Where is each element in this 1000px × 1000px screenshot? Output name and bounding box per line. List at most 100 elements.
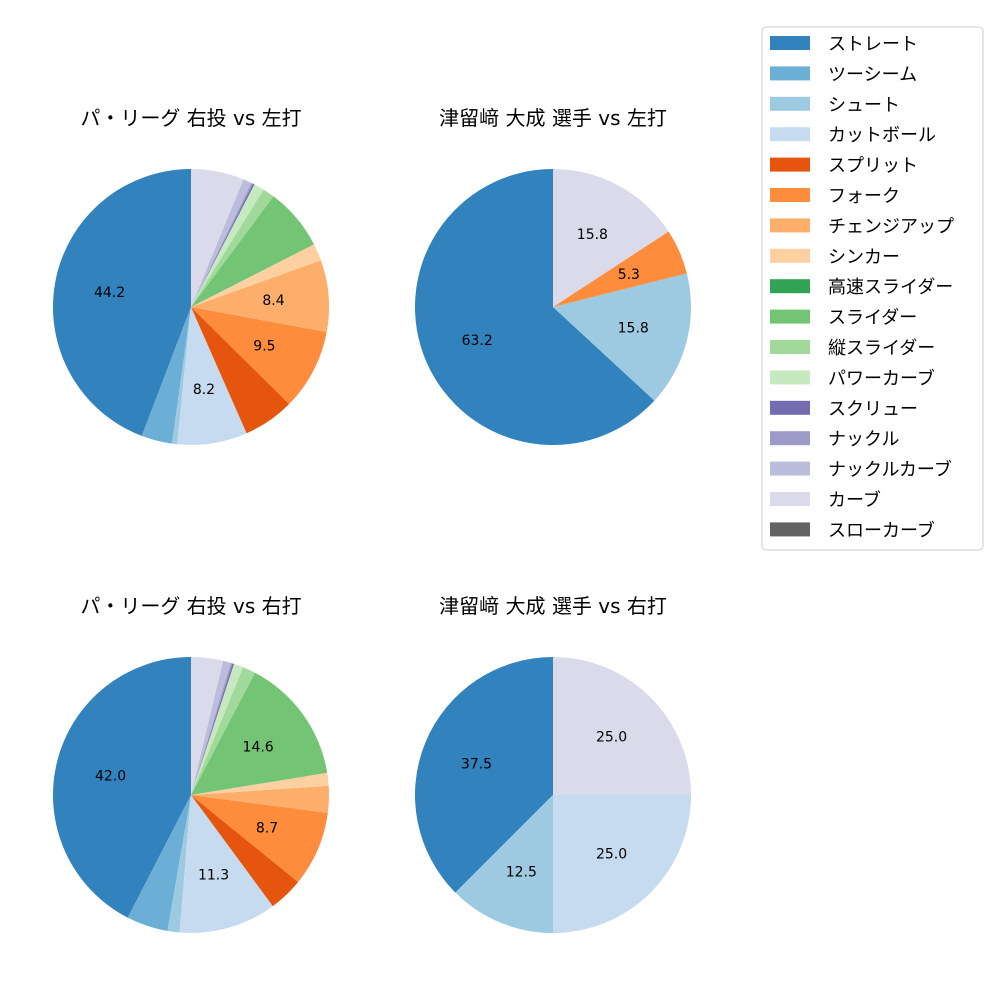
legend-label: スクリュー	[828, 399, 918, 420]
pie-chart-3: パ・リーグ 右投 vs 右打 42.0 11.3 8.7 14.6	[52, 594, 329, 933]
pie-slice-label: 37.5	[461, 756, 492, 772]
legend-swatch	[770, 309, 810, 324]
legend-label: スライダー	[828, 308, 917, 329]
pie-slice-label: 42.0	[95, 768, 126, 784]
pie-slice	[167, 795, 191, 933]
legend-swatch	[770, 400, 810, 415]
pie-slice	[191, 179, 252, 307]
pie-slice	[415, 169, 655, 445]
legend-label: カットボール	[828, 125, 936, 146]
pie-slice	[415, 657, 553, 893]
legend-label: シュート	[828, 95, 900, 116]
legend-label: 縦スライダー	[828, 338, 935, 359]
legend-label: ナックルカーブ	[828, 459, 952, 481]
pie-slice-label: 63.2	[462, 333, 493, 349]
pie-slice	[191, 672, 328, 795]
legend-swatch	[770, 218, 810, 233]
legend-items: ストレートツーシームシュートカットボールスプリットフォークチェンジアップシンカー…	[770, 34, 954, 541]
pie-slice-label: 25.0	[596, 847, 627, 863]
pie-title: パ・リーグ 右投 vs 左打	[80, 106, 301, 130]
pie-slice	[191, 663, 235, 795]
pie-slice-label: 25.0	[596, 729, 627, 745]
legend-label: ナックル	[828, 429, 899, 450]
legend-swatch	[770, 461, 810, 476]
pie-slice-label: 8.7	[256, 821, 278, 837]
legend-label: チェンジアップ	[828, 216, 954, 237]
pie-chart-1: パ・リーグ 右投 vs 左打 44.2 8.2 9.5 8.4	[52, 106, 329, 445]
legend-swatch	[770, 66, 810, 81]
legend-swatch	[770, 492, 810, 506]
pie-slice	[127, 795, 191, 931]
pie-slice	[191, 184, 264, 307]
pie-slice	[553, 273, 691, 401]
pie-slice	[553, 657, 691, 795]
pie-slice	[553, 795, 691, 933]
legend-swatch	[770, 36, 810, 50]
pie-slice-label: 15.8	[577, 227, 608, 243]
pie-slice	[191, 657, 224, 795]
legend-swatch	[770, 127, 810, 142]
pie-slice-label: 12.5	[506, 864, 537, 880]
pie-slice	[191, 183, 255, 307]
legend-label: ツーシーム	[828, 64, 917, 85]
pie-slice	[191, 663, 244, 795]
legend-swatch	[770, 157, 810, 172]
legend-label: フォーク	[828, 186, 900, 207]
pie-slice	[171, 307, 191, 445]
legend-swatch	[770, 431, 810, 446]
legend-label: シンカー	[828, 247, 900, 268]
pie-chart-4: 津留﨑 大成 選手 vs 右打 37.5 12.5 25.0 25.0	[415, 594, 691, 933]
pie-slice-label: 8.4	[262, 293, 284, 309]
pie-slice	[191, 795, 299, 907]
pie-slice-label: 14.6	[243, 740, 274, 756]
pie-slice	[191, 189, 274, 307]
pie-slice	[191, 169, 244, 307]
pie-slice	[179, 795, 273, 933]
pie-slice	[177, 307, 247, 445]
pie-slice	[553, 231, 687, 307]
pie-slice-label: 5.3	[618, 267, 640, 283]
pie-chart-2: 津留﨑 大成 選手 vs 左打 63.2 15.8 5.3 15.8	[415, 106, 691, 445]
legend-label: スローカーブ	[828, 519, 935, 541]
legend-swatch	[770, 188, 810, 202]
pie-slice	[191, 772, 329, 795]
legend-frame	[761, 26, 984, 551]
pie-slice	[191, 260, 329, 333]
pie-slice	[455, 795, 553, 933]
pie-slice-label: 44.2	[94, 285, 125, 301]
legend-swatch	[770, 340, 810, 354]
pie-slice-label: 8.2	[193, 382, 215, 398]
pie-slice	[52, 657, 191, 918]
legend-swatch	[770, 370, 810, 385]
legend-label: スプリット	[828, 156, 918, 177]
pie-slice	[191, 667, 256, 795]
legend-label: 高速スライダー	[828, 277, 953, 298]
legend-label: パワーカーブ	[828, 367, 935, 389]
pie-slice	[191, 662, 233, 795]
pie-charts-group: パ・リーグ 右投 vs 左打 44.2 8.2 9.5 8.4 津留﨑 大成 選手 vs …	[52, 106, 691, 933]
pie-slice	[52, 169, 191, 436]
pie-slice	[191, 244, 321, 307]
pie-slice	[191, 785, 329, 813]
legend-label: カーブ	[828, 489, 881, 511]
pie-title: 津留﨑 大成 選手 vs 右打	[439, 594, 667, 618]
pie-title: 津留﨑 大成 選手 vs 左打	[439, 106, 667, 130]
pie-slice	[191, 307, 327, 404]
pie-slice-label: 15.8	[618, 320, 649, 336]
pie-slice-label: 9.5	[253, 338, 275, 354]
legend-swatch	[770, 96, 810, 111]
legend: ストレートツーシームシュートカットボールスプリットフォークチェンジアップシンカー…	[761, 26, 984, 551]
pie-title: パ・リーグ 右投 vs 右打	[80, 594, 301, 618]
legend-label: ストレート	[828, 34, 918, 55]
pie-slice	[191, 196, 314, 307]
legend-swatch	[770, 279, 810, 294]
pie-slice	[191, 795, 328, 883]
pie-slice	[191, 307, 290, 434]
pie-slice	[141, 307, 191, 444]
pie-slice	[553, 169, 669, 307]
pie-slice	[191, 660, 231, 795]
pie-slice-label: 11.3	[198, 868, 229, 884]
legend-swatch	[770, 522, 810, 537]
legend-swatch	[770, 248, 810, 263]
